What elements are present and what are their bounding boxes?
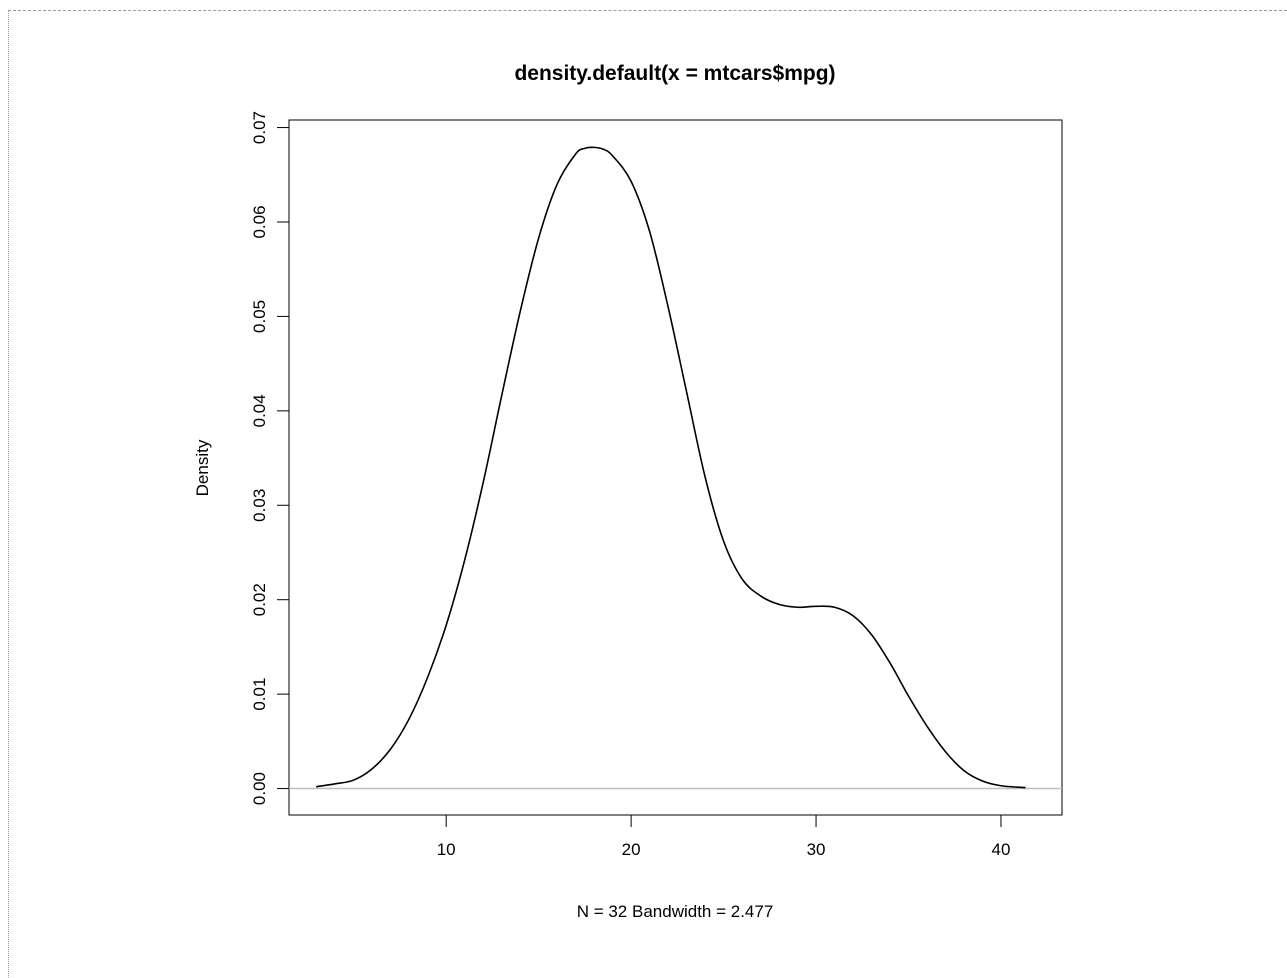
y-tick-label: 0.03 <box>250 489 269 522</box>
x-axis-label: N = 32 Bandwidth = 2.477 <box>577 902 774 921</box>
x-tick-label: 10 <box>437 840 456 859</box>
x-tick-label: 40 <box>992 840 1011 859</box>
y-tick-label: 0.00 <box>250 772 269 805</box>
y-tick-label: 0.04 <box>250 394 269 427</box>
density-curve <box>316 146 1026 789</box>
y-tick-label: 0.06 <box>250 205 269 238</box>
y-tick-label: 0.07 <box>250 111 269 144</box>
x-tick-label: 30 <box>807 840 826 859</box>
plot-box <box>288 119 1063 816</box>
page-border-top <box>8 10 1287 11</box>
y-tick-label: 0.01 <box>250 678 269 711</box>
y-axis-label: Density <box>193 439 212 496</box>
y-axis: 0.00 0.01 0.02 0.03 0.04 0.05 0.06 0.07 <box>250 111 290 805</box>
y-tick-label: 0.05 <box>250 300 269 333</box>
x-tick-label: 20 <box>622 840 641 859</box>
y-tick-label: 0.02 <box>250 583 269 616</box>
x-axis: 10 20 30 40 <box>437 814 1011 859</box>
page-border-left <box>8 10 9 978</box>
chart-title: density.default(x = mtcars$mpg) <box>514 62 835 85</box>
